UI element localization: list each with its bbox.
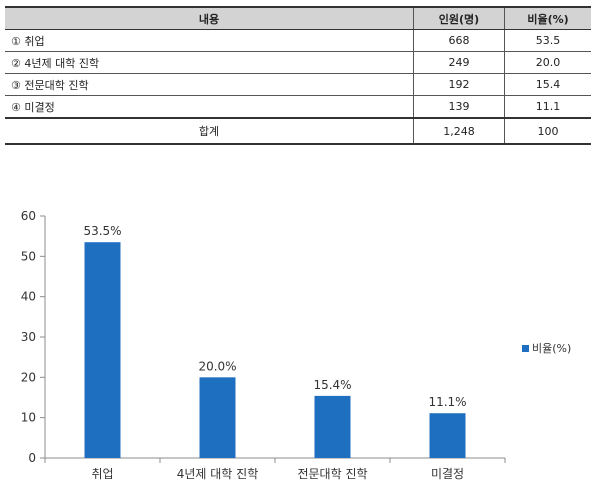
table-row: ④ 미결정 139 11.1 [5,95,591,119]
chart-labels: 53.5% 취업 20.0% 4년제 대학 진학 15.4% 전문대학 진학 11.1% 미결… [83,224,466,481]
data-label: 11.1% [428,395,466,409]
row-count: 192 [413,73,505,96]
row-count: 249 [413,51,505,74]
y-tick-label: 10 [21,411,36,425]
row-label: ③ 전문대학 진학 [5,73,414,96]
row-label: ④ 미결정 [5,95,414,119]
bar [84,242,121,458]
total-label: 합계 [5,118,414,145]
x-tick-label: 4년제 대학 진학 [177,467,259,481]
legend-label: 비율(%) [532,342,571,355]
y-tick-label: 40 [21,290,36,304]
row-count: 668 [413,29,505,52]
legend-swatch [522,345,529,352]
row-count: 139 [413,95,505,119]
x-tick-label: 취업 [91,467,113,481]
data-table: 내용 인원(명) 비율(%) ① 취업 668 53.5 ② 4년제 대학 진학… [5,6,591,145]
bar [314,395,351,458]
bar [429,413,466,458]
y-tick-label: 30 [21,330,36,344]
chart-legend: 비율(%) [522,342,571,355]
total-ratio: 100 [504,118,591,145]
table-row: ③ 전문대학 진학 192 15.4 [5,73,591,96]
row-ratio: 11.1 [504,95,591,119]
header-content: 내용 [5,6,414,30]
row-label: ① 취업 [5,29,414,52]
row-ratio: 53.5 [504,29,591,52]
total-count: 1,248 [413,118,505,145]
header-ratio: 비율(%) [504,6,591,30]
x-tick-label: 미결정 [431,467,464,481]
table-row: ① 취업 668 53.5 [5,29,591,52]
y-tick-label: 50 [21,249,36,263]
table-header-row: 내용 인원(명) 비율(%) [5,6,591,30]
table-total-row: 합계 1,248 100 [5,118,591,145]
table-row: ② 4년제 대학 진학 249 20.0 [5,51,591,74]
bar [199,377,236,458]
bar-chart: 0 10 20 30 40 50 60 53.5% 취업 20.0% 4년제 대학 진학 15.4%… [21,209,572,481]
header-count: 인원(명) [413,6,505,30]
x-tick-label: 전문대학 진학 [297,467,367,481]
y-tick-label: 0 [28,451,36,465]
y-tick-label: 60 [21,209,36,223]
chart-bars [84,242,466,458]
row-label: ② 4년제 대학 진학 [5,51,414,74]
row-ratio: 15.4 [504,73,591,96]
y-tick-label: 20 [21,370,36,384]
row-ratio: 20.0 [504,51,591,74]
data-label: 53.5% [83,224,121,238]
chart-axes: 0 10 20 30 40 50 60 [21,209,506,465]
data-label: 15.4% [313,378,351,392]
data-label: 20.0% [198,359,236,373]
